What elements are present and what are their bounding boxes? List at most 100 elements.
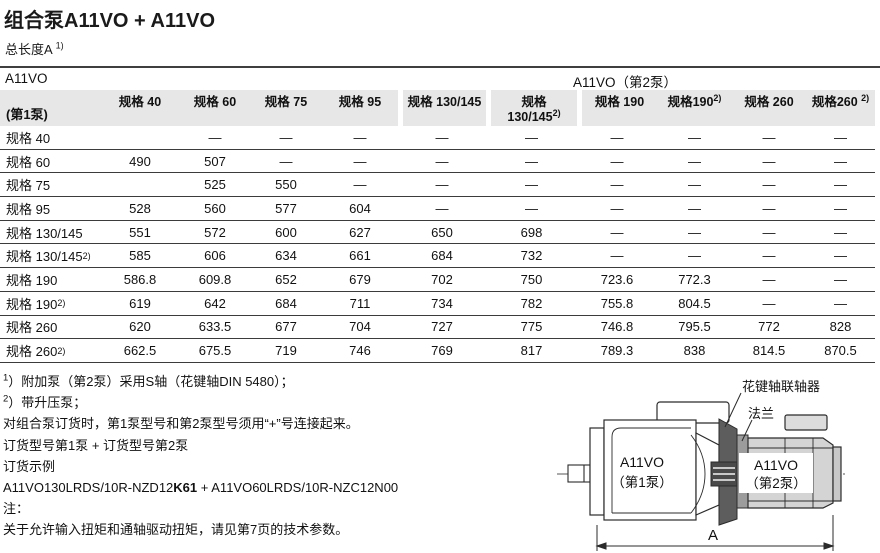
svg-text:（第2泵）: （第2泵）: [745, 475, 807, 491]
table-cell: —: [435, 153, 449, 169]
table-cell: —: [525, 129, 538, 145]
table-cell: —: [610, 129, 624, 145]
table-cell: 782: [520, 295, 543, 311]
col-header: 规格 260: [732, 90, 806, 126]
table-cell: —: [762, 177, 776, 193]
pump2-label: A11VO （第2泵）: [745, 457, 807, 491]
table-cell: —: [279, 153, 293, 169]
table-cell: —: [353, 153, 367, 169]
col-header: 规格 130/1452): [486, 90, 577, 126]
note-line: 关于允许输入扭矩和通轴驱动扭矩，请见第7页的技术参数。: [3, 522, 349, 538]
table-cell: —: [834, 271, 847, 287]
table-cell: 719: [275, 343, 297, 359]
table-cell: —: [834, 200, 847, 216]
table-cell: —: [353, 177, 367, 193]
table-cell: —: [525, 177, 538, 193]
table-cell: 804.5: [678, 295, 711, 311]
row-label: 规格 130/145: [6, 225, 83, 241]
note-line: A11VO130LRDS/10R-NZD12K61 + A11VO60LRDS/…: [3, 480, 399, 496]
table-cell: —: [834, 153, 847, 169]
table-cell: —: [610, 248, 624, 264]
table-cell: 490: [129, 153, 151, 169]
table-row: 规格 190 586.8 609.8 652 679 702 750 723.6 772.3 — —: [0, 268, 875, 292]
col-header: 规格 190: [577, 90, 657, 126]
table-cell: 652: [275, 271, 297, 287]
table-cell: —: [525, 200, 538, 216]
col-header: 规格 75: [250, 90, 322, 126]
table-cell: —: [610, 200, 624, 216]
input-shaft: [567, 464, 591, 483]
svg-text:A11VO: A11VO: [754, 457, 798, 473]
table-cell: 560: [204, 200, 226, 216]
table-row: 规格 260 2) 662.5 675.5 719 746 769 817 789.3 838 8…: [0, 339, 875, 363]
table-cell: 609.8: [198, 271, 232, 287]
table-cell: 750: [520, 271, 543, 287]
table-cell: —: [834, 248, 847, 264]
table-cell: 702: [431, 271, 453, 287]
table-cell: —: [762, 248, 776, 264]
length-table: (第1泵) 规格 40 规格 60 规格 75 规格 95 规格 130/145…: [0, 90, 875, 363]
table-cell: 577: [275, 200, 297, 216]
table-cell: 642: [204, 295, 226, 311]
table-cell: 620: [129, 319, 151, 335]
flange-callout-label: 法兰: [748, 406, 774, 421]
table-header-row: (第1泵) 规格 40 规格 60 规格 75 规格 95 规格 130/145…: [0, 90, 875, 126]
col-header: 规格 40: [100, 90, 180, 126]
table-cell: —: [762, 224, 776, 240]
table-row: 规格 190 2) 619 642 684 711 734 782 755.8 804.5 — —: [0, 292, 875, 316]
table-cell: —: [688, 177, 701, 193]
table-cell: —: [762, 271, 776, 287]
col-header: 规格260 2): [806, 90, 875, 126]
table-cell: —: [688, 153, 701, 169]
table-cell: 734: [431, 295, 453, 311]
table-row: 规格 75 525 550 — — — — — — —: [0, 173, 875, 198]
coupling-callout-label: 花键轴联轴器: [742, 379, 820, 394]
spline-coupling: [710, 418, 738, 526]
table-cell: —: [208, 129, 222, 145]
pump1-body: [589, 401, 730, 521]
table-cell: —: [610, 224, 624, 240]
pump-assembly-diagram: A11VO （第1泵） A11VO （第2泵） 花键轴联轴器 法兰 A: [557, 379, 845, 551]
table-cell: —: [435, 177, 449, 193]
table-cell: 675.5: [198, 343, 232, 359]
row-label: 规格 260 2): [6, 344, 66, 360]
table-cell: —: [688, 200, 701, 216]
note-line: 对组合泵订货时，第1泵型号和第2泵型号须用“+”号连接起来。: [3, 416, 359, 432]
note-line: 订货示例: [3, 458, 56, 474]
table-cell: 627: [349, 224, 371, 240]
row-label: 规格 190 2): [6, 296, 66, 312]
table-cell: 870.5: [824, 343, 857, 359]
table-cell: —: [762, 200, 776, 216]
svg-text:（第1泵）: （第1泵）: [611, 474, 673, 490]
table-cell: 604: [349, 200, 371, 216]
note-line: 注：: [3, 501, 30, 517]
table-cell: 769: [431, 343, 453, 359]
page-title: 组合泵A11VO + A11VO: [4, 10, 216, 32]
table-cell: 684: [275, 295, 297, 311]
table-cell: 677: [275, 319, 297, 335]
table-cell: 586.8: [123, 271, 157, 287]
note-line: 1）附加泵（第2泵）采用S轴（花键轴DIN 5480）；: [3, 372, 294, 389]
table-cell: —: [834, 295, 847, 311]
table-cell: 634: [275, 248, 297, 264]
note-line: 2）带升压泵；: [3, 393, 87, 411]
table-cell: —: [610, 177, 624, 193]
table-cell: —: [525, 153, 538, 169]
table-cell: —: [688, 248, 701, 264]
pump1-label: A11VO （第1泵）: [611, 454, 673, 490]
table-cell: —: [688, 129, 701, 145]
table-cell: 838: [683, 343, 706, 359]
table-cell: [100, 126, 180, 149]
table-cell: 814.5: [752, 343, 786, 359]
table-cell: —: [834, 224, 847, 240]
table-body: 规格 40 — — — — — — — — — 规格 60 490 507 — — — — — — — — 规格 75 52…: [0, 126, 875, 363]
table-cell: 662.5: [123, 343, 157, 359]
table-cell: 775: [520, 319, 543, 335]
table-cell: —: [688, 224, 701, 240]
table-row: 规格 40 — — — — — — — — —: [0, 126, 875, 150]
table-cell: 711: [349, 295, 371, 311]
table-cell: 772: [758, 319, 780, 335]
row-label: 规格 190: [6, 272, 58, 288]
row-label: 规格 40: [6, 130, 51, 146]
table-cell: 661: [349, 248, 371, 264]
